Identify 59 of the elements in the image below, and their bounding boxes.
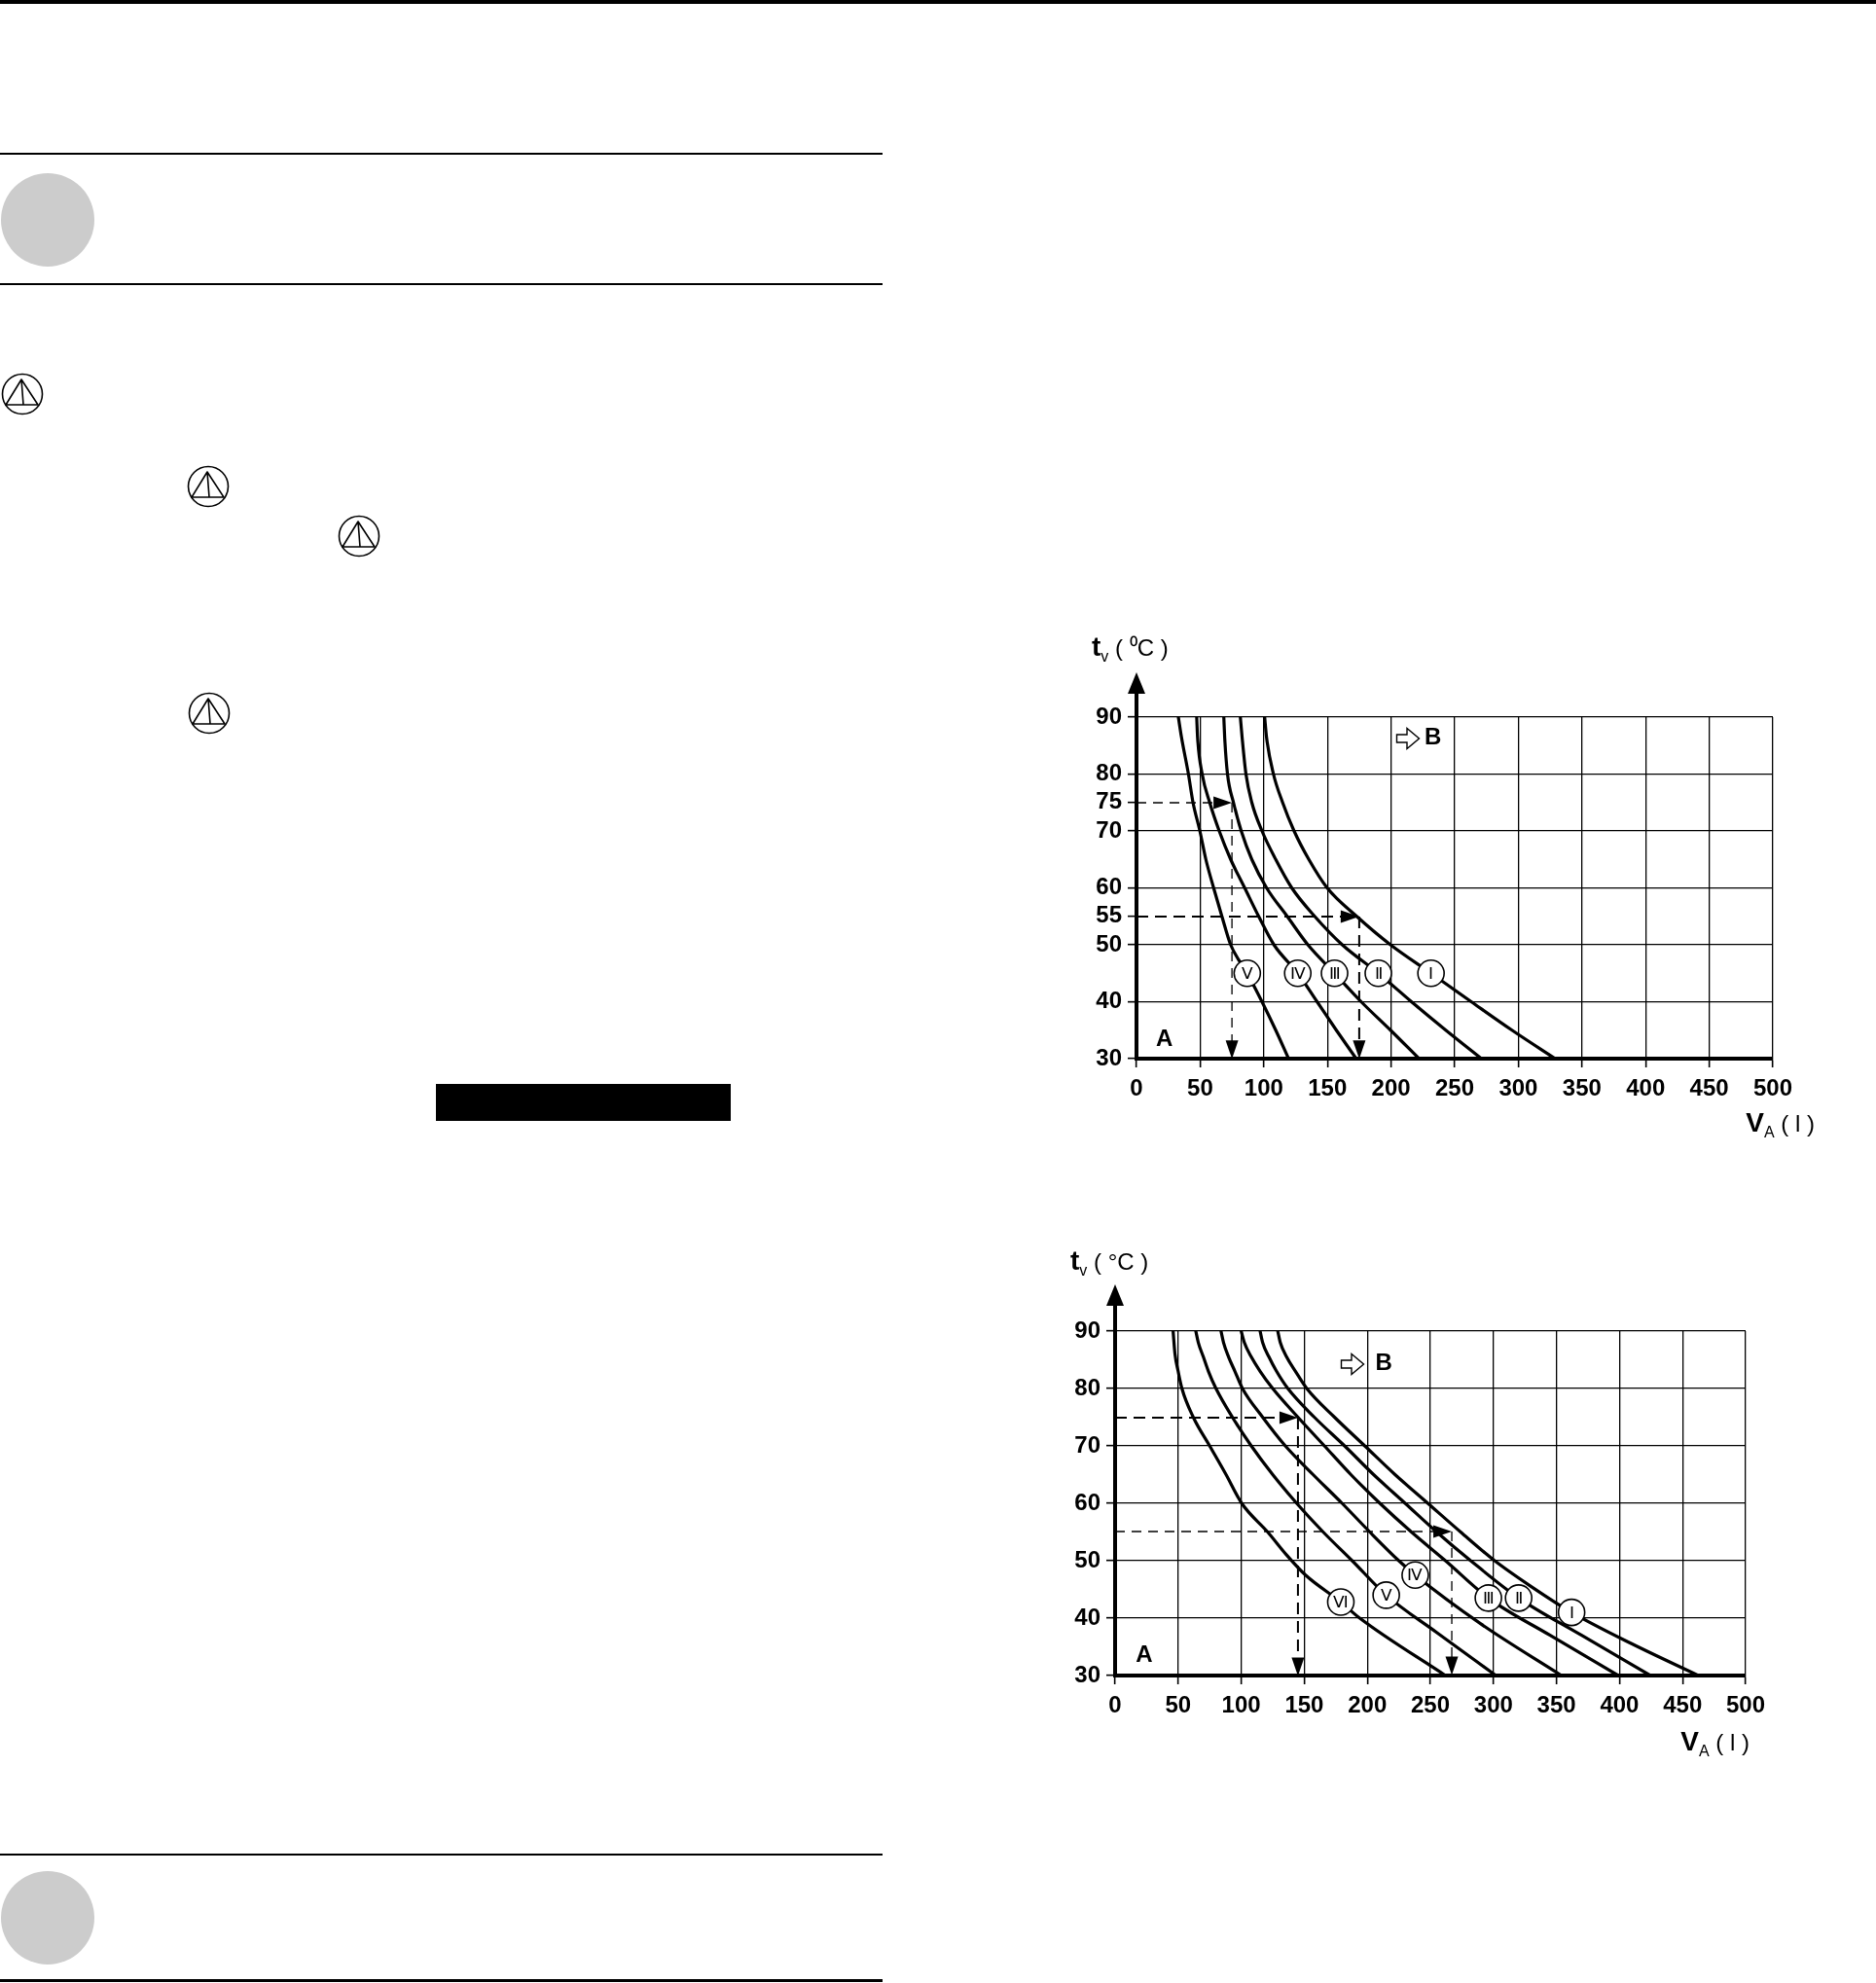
- series-label: Ⅱ: [1374, 963, 1383, 983]
- x-tick-label: 0: [1108, 1691, 1122, 1718]
- y-tick-label: 30: [1096, 1043, 1122, 1070]
- series-label: Ⅰ: [1428, 963, 1434, 983]
- x-tick-label: 200: [1348, 1691, 1388, 1718]
- annotation: B: [1375, 1349, 1392, 1376]
- y-axis-title: t$_{v}$ ( ⁰C ): [1092, 631, 1169, 665]
- point: [1557, 1598, 1586, 1627]
- y-tick-label: 30: [1074, 1660, 1100, 1687]
- x-tick-label: 300: [1473, 1691, 1513, 1718]
- x-tick-label: 250: [1434, 1074, 1475, 1101]
- x-tick-label: 50: [1165, 1691, 1192, 1718]
- series-label: Ⅲ: [1328, 963, 1341, 983]
- x-tick-label: 0: [1130, 1074, 1143, 1101]
- y-tick-label: 40: [1096, 987, 1122, 1014]
- annotation: A: [1156, 1025, 1173, 1052]
- series-label: Ⅲ: [1482, 1588, 1495, 1607]
- series-label: Ⅰ: [1569, 1603, 1574, 1622]
- series-label: Ⅱ: [1514, 1588, 1523, 1607]
- x-tick-label: 500: [1752, 1074, 1793, 1101]
- x-tick-label: 400: [1626, 1074, 1666, 1101]
- annotation: B: [1425, 723, 1442, 750]
- y-tick-label: 50: [1074, 1545, 1100, 1572]
- y-tick-label: 40: [1074, 1603, 1100, 1630]
- annotation: A: [1136, 1640, 1153, 1668]
- x-tick-label: 400: [1600, 1691, 1640, 1718]
- x-axis-title: V$_{A}$ ( l ): [1680, 1726, 1750, 1759]
- x-tick-label: 150: [1308, 1074, 1348, 1101]
- y-tick-label: 90: [1074, 1316, 1100, 1343]
- series-label: Ⅳ: [1289, 963, 1306, 983]
- series-label: Ⅵ: [1332, 1592, 1349, 1611]
- x-axis-title: V$_{A}$ ( l ): [1746, 1107, 1815, 1140]
- x-tick-label: 500: [1725, 1691, 1766, 1718]
- x-tick-label: 100: [1221, 1691, 1261, 1718]
- y-tick-label: 80: [1074, 1373, 1100, 1400]
- x-tick-label: 200: [1371, 1074, 1411, 1101]
- x-tick-label: 50: [1187, 1074, 1213, 1101]
- series-label: Ⅳ: [1407, 1566, 1424, 1585]
- y-tick-label: 75: [1096, 787, 1122, 814]
- x-tick-label: 150: [1284, 1691, 1324, 1718]
- series-label: Ⅴ: [1241, 963, 1253, 983]
- y-tick-label: 70: [1074, 1430, 1100, 1458]
- x-tick-label: 100: [1244, 1074, 1283, 1101]
- y-tick-label: 55: [1096, 901, 1122, 928]
- x-tick-label: 450: [1689, 1074, 1729, 1101]
- x-tick-label: 450: [1663, 1691, 1703, 1718]
- series-label: Ⅴ: [1380, 1585, 1392, 1604]
- y-tick-label: 70: [1096, 815, 1122, 843]
- y-tick-label: 50: [1096, 929, 1122, 956]
- x-tick-label: 250: [1410, 1691, 1451, 1718]
- y-axis-title: t$_{v}$ ( °C ): [1070, 1245, 1149, 1279]
- x-tick-label: 350: [1562, 1074, 1602, 1101]
- y-tick-label: 80: [1096, 759, 1122, 786]
- x-tick-label: 350: [1536, 1691, 1576, 1718]
- y-tick-label: 60: [1074, 1488, 1100, 1515]
- y-tick-label: 60: [1096, 873, 1122, 900]
- point: [1504, 1584, 1533, 1612]
- x-tick-label: 300: [1498, 1074, 1538, 1101]
- y-tick-label: 90: [1096, 702, 1122, 729]
